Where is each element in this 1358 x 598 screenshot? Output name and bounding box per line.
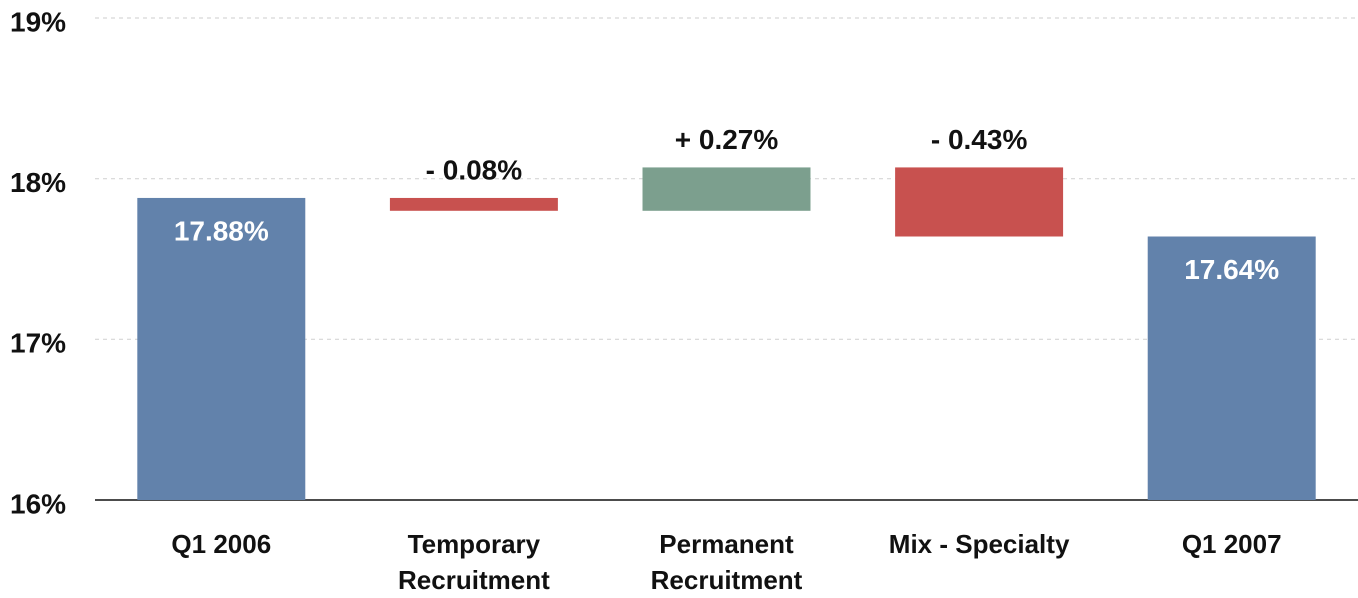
x-tick-label: Mix - Specialty: [888, 529, 1070, 559]
y-tick-label: 16%: [10, 488, 66, 519]
data-label: 17.64%: [1184, 254, 1279, 285]
bar: [642, 167, 811, 211]
data-label: + 0.27%: [675, 124, 779, 155]
x-tick-label: Temporary Recruitment: [398, 529, 550, 595]
x-tick-label: Q1 2006: [171, 529, 272, 559]
bar: [137, 197, 306, 501]
y-tick-label: 17%: [10, 328, 66, 359]
y-tick-label: 19%: [10, 6, 66, 37]
data-label: 17.88%: [174, 215, 269, 246]
bar: [895, 167, 1064, 237]
data-label: - 0.08%: [426, 154, 523, 185]
data-label: - 0.43%: [931, 124, 1028, 155]
x-tick-label: Permanent Recruitment: [650, 529, 803, 595]
bar: [1147, 236, 1316, 501]
y-tick-label: 18%: [10, 167, 66, 198]
x-tick-label: Q1 2007: [1181, 529, 1282, 559]
bar: [389, 197, 558, 211]
